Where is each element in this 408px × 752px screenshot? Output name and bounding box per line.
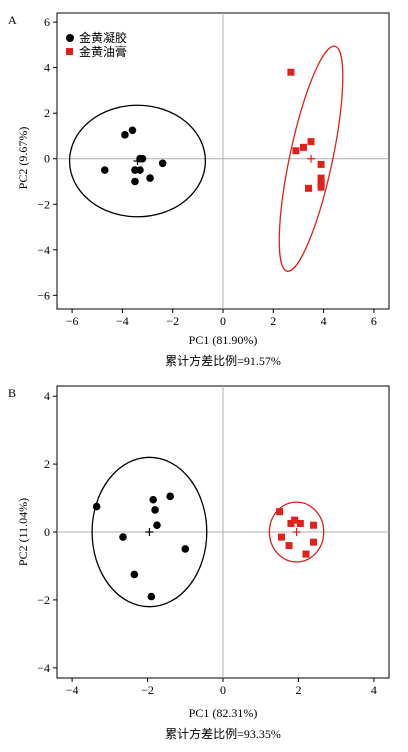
panel-b-gel-point bbox=[147, 592, 156, 601]
panel-b-ointment-point bbox=[287, 520, 295, 528]
panel-b-y-tick-label: 2 bbox=[44, 457, 50, 471]
panel-a-x-tick-label: 0 bbox=[220, 314, 226, 328]
panel-a: A −6 −4 −2 0 2 4 6 −6 −4 −2 0 2 4 6 金黄凝胶 金黄油膏 PC1 (81… bbox=[8, 12, 390, 368]
panel-a-gel-point bbox=[131, 177, 139, 186]
panel-a-plot: −6 −4 −2 0 2 4 6 −6 −4 −2 0 2 4 6 bbox=[37, 13, 389, 328]
panel-a-label: A bbox=[8, 13, 17, 27]
panel-b-gel-point bbox=[149, 495, 158, 504]
panel-b-ointment-point bbox=[277, 533, 285, 541]
panel-a-gel-confidence-ellipse bbox=[68, 104, 207, 218]
panel-b-gel-point bbox=[153, 521, 161, 530]
panel-a-gel-point bbox=[128, 126, 137, 135]
panel-a-y-tick-label: −2 bbox=[37, 197, 50, 211]
panel-b-ointment-point bbox=[285, 542, 293, 550]
panel-a-y-axis-label: PC2 (9.67%) bbox=[16, 127, 30, 190]
panel-a-x-tick-label: −2 bbox=[166, 314, 179, 328]
panel-b-label: B bbox=[8, 386, 16, 400]
panel-b-gel-centroid-marker bbox=[145, 528, 154, 536]
panel-a-y-tick-label: 4 bbox=[44, 61, 50, 75]
legend-ointment-label: 金黄油膏 bbox=[79, 44, 127, 59]
panel-b-ointment-point bbox=[302, 550, 310, 558]
panel-b: B −4 −2 0 2 4 −4 −2 0 2 4 PC1 (82.31%) PC2 (11.04… bbox=[8, 385, 390, 741]
panel-b-x-tick-label: 4 bbox=[371, 683, 377, 697]
panel-b-ointment-centroid-marker bbox=[292, 528, 301, 536]
panel-b-ointment-point bbox=[310, 538, 318, 546]
panel-a-gel-point bbox=[100, 166, 109, 174]
panel-b-y-tick-label: 0 bbox=[44, 525, 50, 539]
panel-b-x-tick-label: 0 bbox=[220, 683, 226, 697]
panel-b-plot: −4 −2 0 2 4 −4 −2 0 2 4 bbox=[37, 386, 389, 697]
panel-a-x-tick-label: 2 bbox=[270, 314, 276, 328]
panel-a-x-axis-label: PC1 (81.90%) bbox=[189, 333, 258, 347]
panel-a-ointment-point bbox=[287, 68, 295, 76]
panel-b-y-tick-label: −4 bbox=[37, 661, 50, 675]
panel-b-gel-confidence-ellipse bbox=[91, 456, 208, 608]
panel-b-ointment-confidence-ellipse bbox=[268, 501, 325, 563]
panel-a-gel-point bbox=[136, 166, 144, 174]
panel-a-y-tick-label: −4 bbox=[37, 243, 50, 257]
panel-a-gel-centroid-marker bbox=[133, 157, 142, 165]
legend-ointment-marker bbox=[66, 48, 73, 55]
panel-b-y-tick-label: −2 bbox=[37, 593, 50, 607]
panel-b-ointment-point bbox=[276, 508, 284, 516]
panel-a-y-tick-label: 2 bbox=[44, 106, 50, 120]
panel-b-y-axis-label: PC2 (11.04%) bbox=[16, 498, 30, 566]
panel-a-x-tick-label: −6 bbox=[66, 314, 79, 328]
panel-b-x-tick-label: 2 bbox=[295, 683, 301, 697]
panel-a-y-tick-label: 0 bbox=[44, 152, 50, 166]
panel-b-gel-point bbox=[151, 506, 159, 514]
panel-a-x-tick-label: 4 bbox=[321, 314, 327, 328]
panel-a-x-tick-label: −4 bbox=[116, 314, 129, 328]
panel-a-ointment-centroid-marker bbox=[307, 154, 316, 163]
panel-a-ointment-point bbox=[305, 184, 313, 192]
panel-b-ointment-point bbox=[310, 521, 318, 529]
legend: 金黄凝胶 金黄油膏 bbox=[66, 30, 127, 59]
panel-a-gel-point bbox=[146, 174, 154, 182]
panel-a-cumulative-variance-note: 累计方差比例=91.57% bbox=[165, 353, 281, 368]
panel-b-x-axis-label: PC1 (82.31%) bbox=[189, 706, 258, 720]
panel-b-gel-point bbox=[92, 502, 101, 511]
panel-b-gel-point bbox=[119, 533, 127, 541]
panel-a-ointment-point bbox=[299, 143, 307, 151]
panel-a-ointment-confidence-ellipse bbox=[278, 45, 344, 272]
panel-b-y-tick-label: 4 bbox=[44, 389, 50, 403]
panel-b-x-tick-label: −2 bbox=[141, 683, 154, 697]
panel-b-gel-point bbox=[130, 570, 139, 579]
panel-b-ointment-point bbox=[291, 516, 299, 524]
panel-a-gel-point bbox=[158, 159, 167, 168]
panel-a-ointment-point bbox=[307, 138, 315, 146]
panel-a-y-tick-label: −6 bbox=[37, 288, 50, 302]
panel-a-ointment-point bbox=[317, 174, 325, 182]
panel-a-ointment-point bbox=[317, 160, 325, 168]
panel-a-gel-point bbox=[121, 131, 129, 139]
panel-a-ointment-point bbox=[292, 147, 300, 155]
legend-gel-label: 金黄凝胶 bbox=[79, 30, 127, 45]
panel-b-gel-point bbox=[181, 545, 190, 553]
panel-b-gel-point bbox=[166, 492, 174, 501]
panel-b-ointment-point bbox=[296, 520, 304, 528]
panel-b-x-tick-label: −4 bbox=[66, 683, 79, 697]
panel-b-cumulative-variance-note: 累计方差比例=93.35% bbox=[165, 726, 281, 741]
panel-a-x-tick-label: 6 bbox=[371, 314, 377, 328]
panel-a-y-tick-label: 6 bbox=[44, 15, 50, 29]
panel-a-ointment-point bbox=[317, 180, 325, 188]
legend-gel-marker bbox=[66, 34, 74, 42]
